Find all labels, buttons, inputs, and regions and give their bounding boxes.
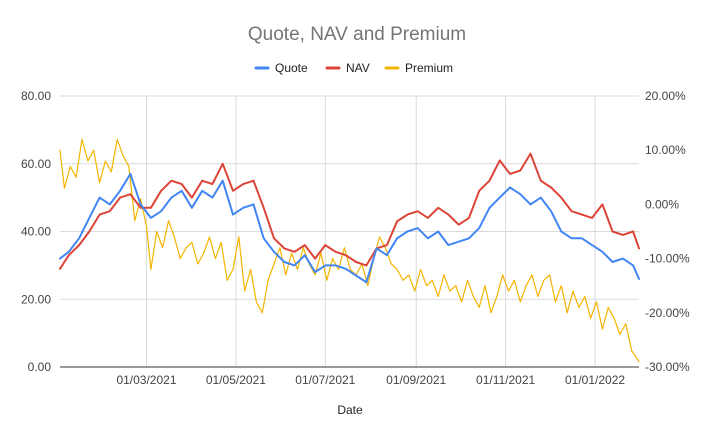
left-y-tick-label: 0.00 [28, 360, 52, 374]
series-line-nav [59, 152, 640, 270]
x-tick-label: 01/01/2022 [565, 373, 625, 387]
x-tick-label: 01/11/2021 [476, 373, 535, 387]
series-line-premium [59, 138, 640, 363]
right-y-tick-label: -20.00% [645, 306, 690, 320]
right-y-tick-label: 20.00% [645, 89, 686, 103]
gridlines [60, 95, 639, 367]
right-y-axis: -30.00% -20.00% -10.00% 0.00% 10.00% 20.00% [645, 89, 690, 374]
legend-label: NAV [346, 61, 370, 75]
right-y-tick-label: -10.00% [645, 252, 690, 266]
legend: Quote NAV Premium [254, 61, 453, 75]
left-y-axis: 0.00 20.00 40.00 60.00 80.00 [21, 89, 51, 374]
right-y-tick-label: 10.00% [645, 143, 686, 157]
legend-label: Premium [405, 61, 453, 75]
x-axis-title: Date [337, 403, 363, 417]
x-tick-label: 01/05/2021 [206, 373, 266, 387]
series-line-quote [59, 172, 640, 284]
plot-area [59, 138, 640, 363]
right-y-tick-label: 0.00% [645, 197, 679, 211]
x-tick-label: 01/09/2021 [386, 373, 446, 387]
x-tick-label: 01/07/2021 [295, 373, 355, 387]
right-y-tick-label: -30.00% [645, 360, 690, 374]
x-axis: 01/03/2021 01/05/2021 01/07/2021 01/09/2021… [60, 366, 639, 387]
chart-title: Quote, NAV and Premium [248, 24, 466, 45]
x-tick-label: 01/03/2021 [116, 373, 176, 387]
left-y-tick-label: 80.00 [21, 89, 51, 103]
left-y-tick-label: 20.00 [21, 292, 51, 306]
legend-label: Quote [275, 61, 308, 75]
left-y-tick-label: 60.00 [21, 157, 51, 171]
left-y-tick-label: 40.00 [21, 225, 51, 239]
